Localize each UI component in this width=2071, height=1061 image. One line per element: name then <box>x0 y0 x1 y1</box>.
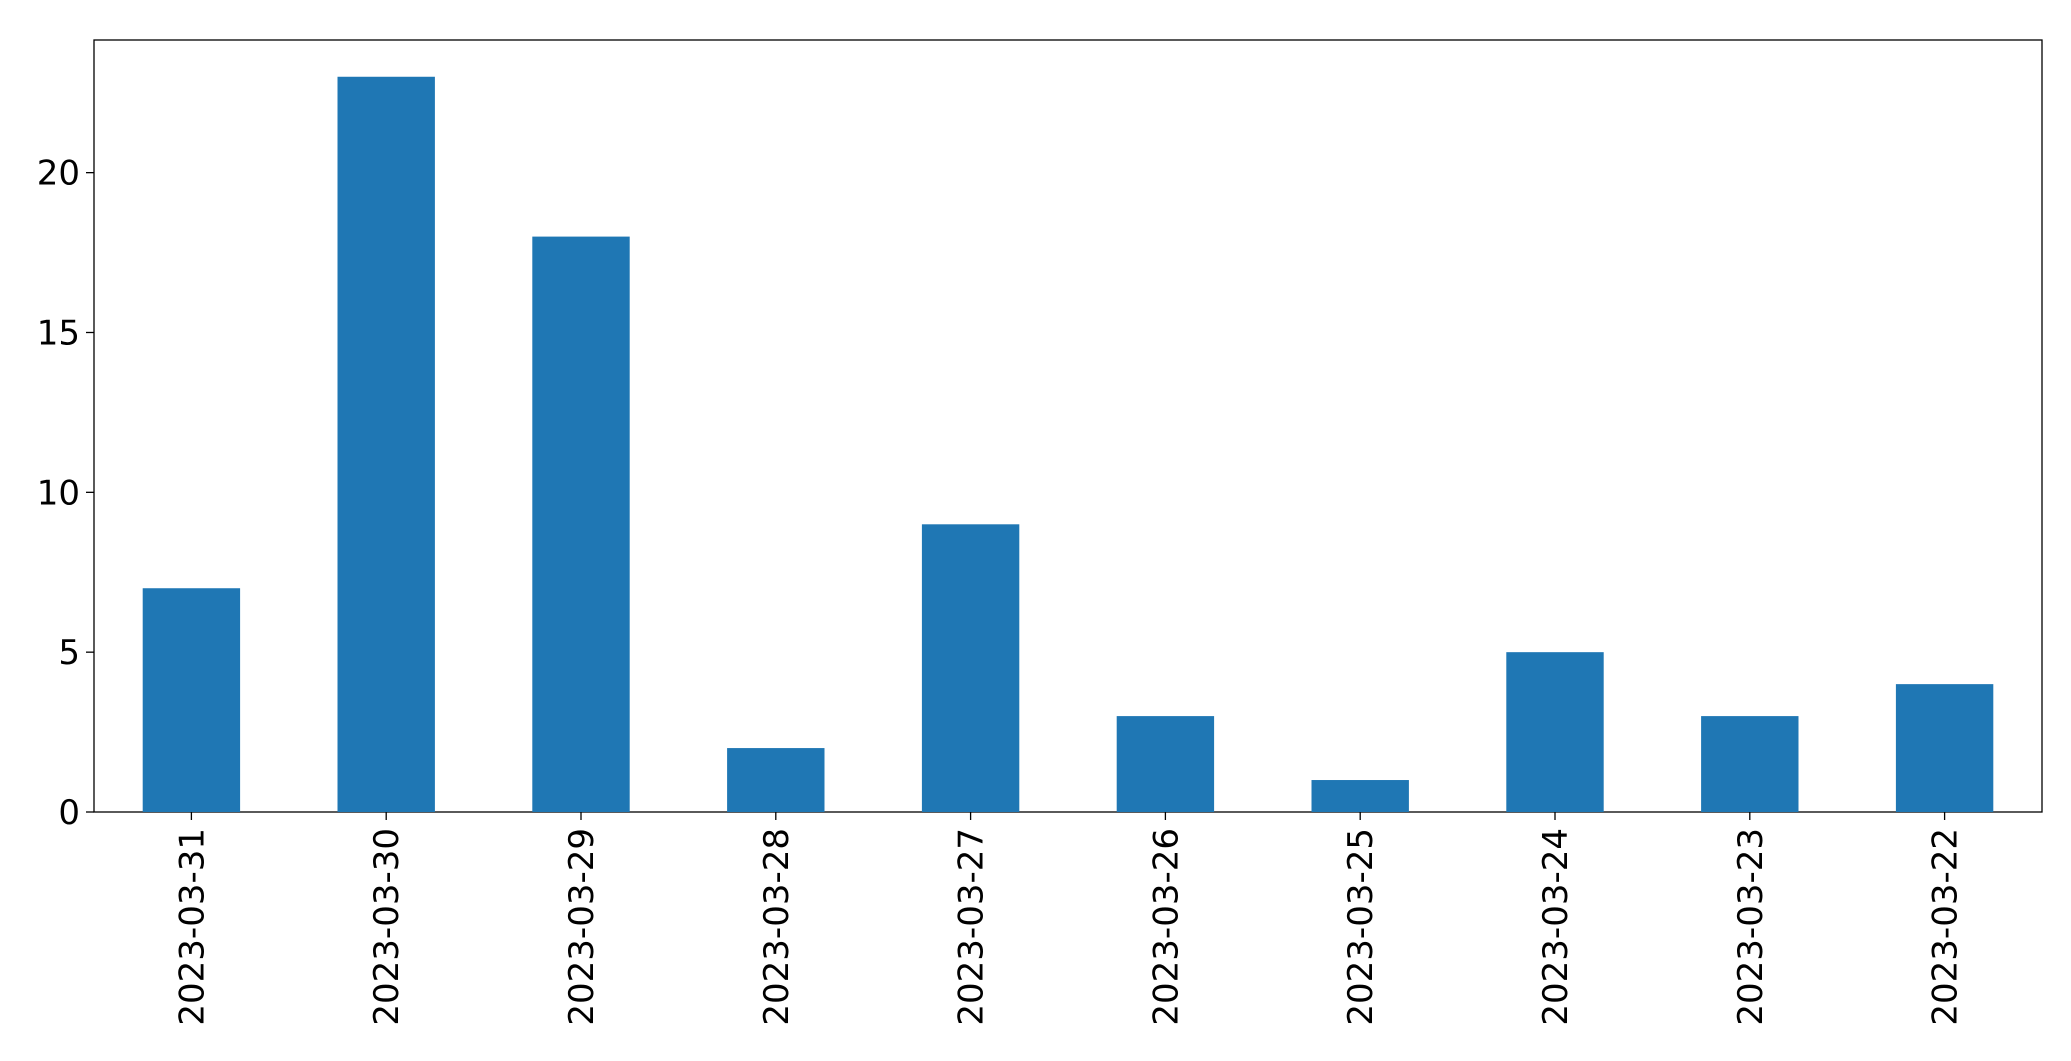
y-tick-label: 20 <box>37 154 80 194</box>
y-tick-label: 0 <box>58 793 80 833</box>
x-tick-label: 2023-03-28 <box>757 828 797 1026</box>
x-tick-label: 2023-03-22 <box>1926 828 1966 1026</box>
y-tick-label: 5 <box>58 633 80 673</box>
bar <box>1311 780 1409 812</box>
x-tick-label: 2023-03-31 <box>172 828 212 1026</box>
bar <box>1701 716 1799 812</box>
x-tick-label: 2023-03-25 <box>1341 828 1381 1026</box>
bar <box>727 748 825 812</box>
bar <box>532 236 630 813</box>
axes-frame <box>93 39 2043 813</box>
x-tick-label: 2023-03-30 <box>367 828 407 1026</box>
bar <box>1506 652 1604 812</box>
x-tick-label: 2023-03-27 <box>952 828 992 1026</box>
y-tick-label: 15 <box>37 313 80 353</box>
bar <box>921 524 1020 812</box>
y-tick-label: 10 <box>37 473 80 513</box>
bar <box>337 76 435 812</box>
x-tick-label: 2023-03-29 <box>562 828 602 1026</box>
x-tick-label: 2023-03-23 <box>1731 828 1771 1026</box>
bar <box>142 588 241 812</box>
x-tick-label: 2023-03-26 <box>1146 828 1186 1026</box>
x-tick-label: 2023-03-24 <box>1536 828 1576 1026</box>
bar <box>1895 684 1994 812</box>
bar <box>1116 716 1215 812</box>
